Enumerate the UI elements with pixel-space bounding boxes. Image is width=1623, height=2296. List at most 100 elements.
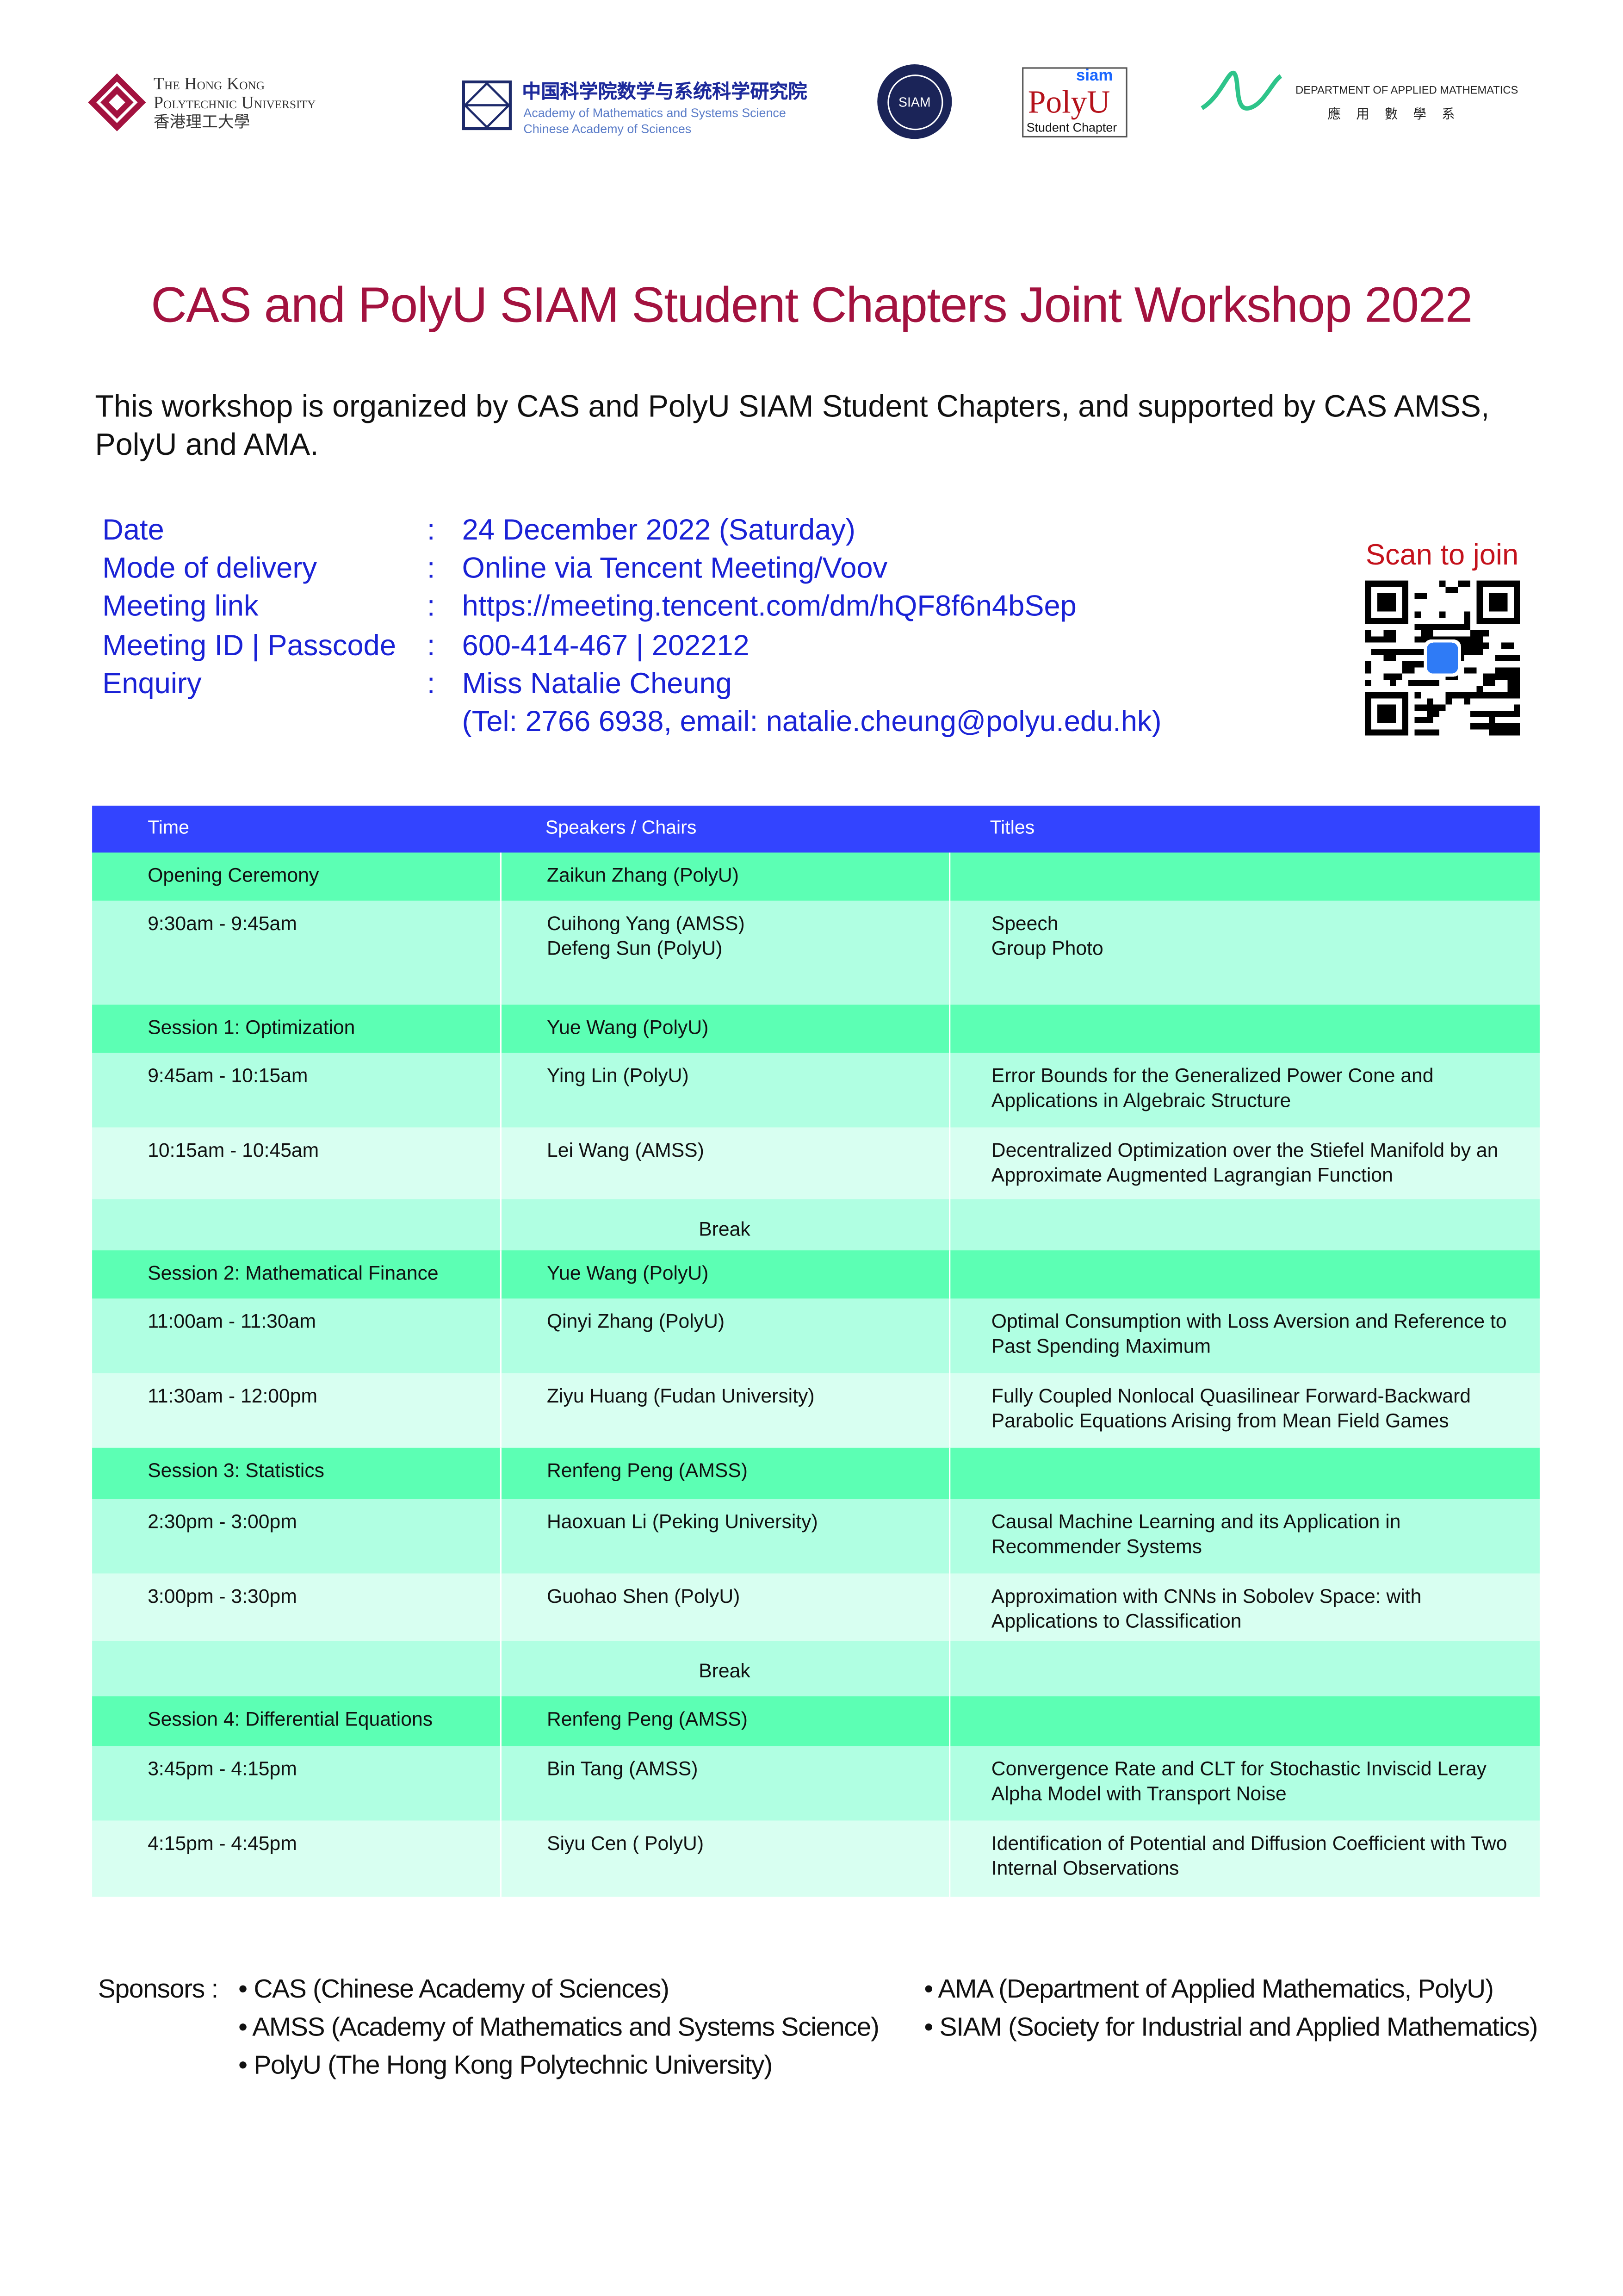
table-row: 11:30am - 12:00pm Ziyu Huang (Fudan Unive…	[92, 1373, 1540, 1448]
speaker-cell: Qinyi Zhang (PolyU)	[500, 1298, 949, 1373]
siam-seal-text: SIAM	[886, 74, 942, 130]
title-cell	[949, 1250, 1540, 1299]
info-label-id: Meeting ID | Passcode	[102, 630, 396, 663]
table-row: 3:00pm - 3:30pm Guohao Shen (PolyU) Approx…	[92, 1573, 1540, 1641]
polyu-logo: The Hong Kong Polytechnic University 香港理…	[88, 73, 424, 131]
polyu-name-zh: 香港理工大學	[153, 114, 250, 132]
break-row: Break	[92, 1199, 1540, 1251]
info-colon: :	[427, 590, 435, 623]
time-cell: 9:30am - 9:45am	[148, 912, 297, 935]
column-header: Speakers / Chairs	[545, 816, 697, 838]
time-cell: 2:30pm - 3:00pm	[148, 1510, 297, 1533]
table-cell	[500, 1640, 949, 1697]
sponsor-item: • SIAM (Society for Industrial and Appli…	[924, 2012, 1538, 2042]
info-label-enquiry: Enquiry	[102, 668, 202, 701]
siam-polyu-logo: siam PolyU Student Chapter	[1022, 67, 1127, 138]
title-cell: Error Bounds for the Generalized Power C…	[949, 1053, 1540, 1128]
info-colon: :	[427, 552, 435, 585]
info-value-id: 600-414-467 | 202212	[462, 630, 750, 663]
table-cell	[949, 1199, 1540, 1251]
sponsor-item: • AMSS (Academy of Mathematics and Syste…	[238, 2012, 880, 2042]
title-cell: Decentralized Optimization over the Stie…	[949, 1127, 1540, 1199]
table-row: 2:30pm - 3:00pm Haoxuan Li (Peking Univer…	[92, 1499, 1540, 1574]
ama-name-zh: 應 用 數 學 系	[1327, 106, 1461, 122]
polyu-knot-icon	[88, 73, 146, 131]
sponsors-label: Sponsors :	[98, 1974, 219, 2004]
page-title: CAS and PolyU SIAM Student Chapters Join…	[151, 278, 1473, 334]
info-label-date: Date	[102, 515, 164, 547]
qr-code-icon[interactable]	[1364, 580, 1521, 736]
siam-seal-logo: SIAM	[877, 64, 952, 139]
ama-wave-icon	[1201, 70, 1282, 111]
table-row: 11:00am - 11:30am Qinyi Zhang (PolyU) Opti…	[92, 1298, 1540, 1373]
scan-label: Scan to join	[1365, 540, 1519, 572]
sponsor-item: • PolyU (The Hong Kong Polytechnic Unive…	[238, 2050, 773, 2080]
table-cell	[92, 1199, 500, 1251]
info-label-mode: Mode of delivery	[102, 552, 317, 585]
time-cell: Session 2: Mathematical Finance	[148, 1262, 439, 1284]
info-value-enquiry: Miss Natalie Cheung	[462, 668, 732, 701]
speaker-cell: Yue Wang (PolyU)	[500, 1250, 949, 1299]
ama-name-en: DEPARTMENT OF APPLIED MATHEMATICS	[1295, 83, 1518, 97]
speaker-cell: Renfeng Peng (AMSS)	[500, 1447, 949, 1499]
table-header: Time Speakers / Chairs Titles	[92, 806, 1540, 853]
session-row: Session 4: Differential Equations Renfeng…	[92, 1696, 1540, 1746]
session-row: Opening Ceremony Zaikun Zhang (PolyU)	[92, 852, 1540, 901]
ama-logo: DEPARTMENT OF APPLIED MATHEMATICS 應 用 數 …	[1199, 67, 1521, 133]
title-cell: Fully Coupled Nonlocal Quasilinear Forwa…	[949, 1373, 1540, 1448]
break-label: Break	[699, 1218, 750, 1241]
title-cell: Approximation with CNNs in Sobolev Space…	[949, 1573, 1540, 1641]
sponsor-item: • AMA (Department of Applied Mathematics…	[924, 1974, 1494, 2004]
amss-name-en-2: Chinese Academy of Sciences	[523, 121, 692, 136]
time-cell: Session 3: Statistics	[148, 1459, 325, 1482]
siam-polyu-bottom: Student Chapter	[1026, 120, 1117, 135]
time-cell: 3:45pm - 4:15pm	[148, 1757, 297, 1780]
info-colon: :	[427, 630, 435, 663]
polyu-name-en-2: Polytechnic University	[153, 92, 316, 113]
column-header: Time	[148, 816, 189, 838]
meeting-link[interactable]: https://meeting.tencent.com/dm/hQF8f6n4b…	[462, 590, 1077, 623]
info-colon: :	[427, 668, 435, 701]
table-row: 9:45am - 10:15am Ying Lin (PolyU) Error Bo…	[92, 1053, 1540, 1128]
info-value-date: 24 December 2022 (Saturday)	[462, 515, 855, 547]
polyu-name-en-1: The Hong Kong	[153, 73, 265, 94]
speaker-cell: Lei Wang (AMSS)	[500, 1127, 949, 1199]
amss-name-en-1: Academy of Mathematics and Systems Scien…	[523, 105, 786, 120]
amss-emblem-icon	[462, 80, 512, 130]
break-row: Break	[92, 1640, 1540, 1697]
time-cell: 9:45am - 10:15am	[148, 1064, 308, 1087]
intro-text: This workshop is organized by CAS and Po…	[95, 390, 1490, 462]
title-cell: Optimal Consumption with Loss Aversion a…	[949, 1298, 1540, 1373]
amss-name-zh: 中国科学院数学与系统科学研究院	[522, 80, 807, 103]
speaker-cell: Zaikun Zhang (PolyU)	[500, 852, 949, 901]
table-cell	[500, 1199, 949, 1251]
session-row: Session 3: Statistics Renfeng Peng (AMSS)	[92, 1447, 1540, 1499]
time-cell: Session 4: Differential Equations	[148, 1708, 433, 1730]
table-row: 10:15am - 10:45am Lei Wang (AMSS) Decentra…	[92, 1127, 1540, 1199]
speaker-cell: Bin Tang (AMSS)	[500, 1746, 949, 1821]
time-cell: Session 1: Optimization	[148, 1016, 355, 1038]
title-cell: Identification of Potential and Diffusio…	[949, 1820, 1540, 1897]
amss-logo: 中国科学院数学与系统科学研究院 Academy of Mathematics a…	[462, 80, 842, 136]
session-row: Session 1: Optimization Yue Wang (PolyU)	[92, 1005, 1540, 1053]
table-row: 4:15pm - 4:45pm Siyu Cen ( PolyU) Identifi…	[92, 1820, 1540, 1897]
table-cell	[92, 1641, 500, 1696]
title-cell: Convergence Rate and CLT for Stochastic …	[949, 1746, 1540, 1821]
time-cell: 4:15pm - 4:45pm	[148, 1832, 297, 1855]
info-label-link: Meeting link	[102, 590, 259, 623]
title-cell: Causal Machine Learning and its Applicat…	[949, 1499, 1540, 1574]
sponsor-item: • CAS (Chinese Academy of Sciences)	[238, 1974, 669, 2004]
title-cell: Speech Group Photo	[949, 900, 1540, 1005]
break-label: Break	[699, 1660, 750, 1682]
speaker-cell: Guohao Shen (PolyU)	[500, 1573, 949, 1641]
table-cell	[949, 1640, 1540, 1697]
time-cell: 3:00pm - 3:30pm	[148, 1585, 297, 1607]
speaker-cell: Cuihong Yang (AMSS) Defeng Sun (PolyU)	[500, 900, 949, 1005]
time-cell: 11:00am - 11:30am	[148, 1310, 316, 1333]
session-row: Session 2: Mathematical Finance Yue Wang …	[92, 1250, 1540, 1299]
speaker-cell: Siyu Cen ( PolyU)	[500, 1820, 949, 1897]
title-cell	[949, 1005, 1540, 1053]
time-cell: 10:15am - 10:45am	[148, 1139, 319, 1161]
speaker-cell: Ying Lin (PolyU)	[500, 1053, 949, 1128]
